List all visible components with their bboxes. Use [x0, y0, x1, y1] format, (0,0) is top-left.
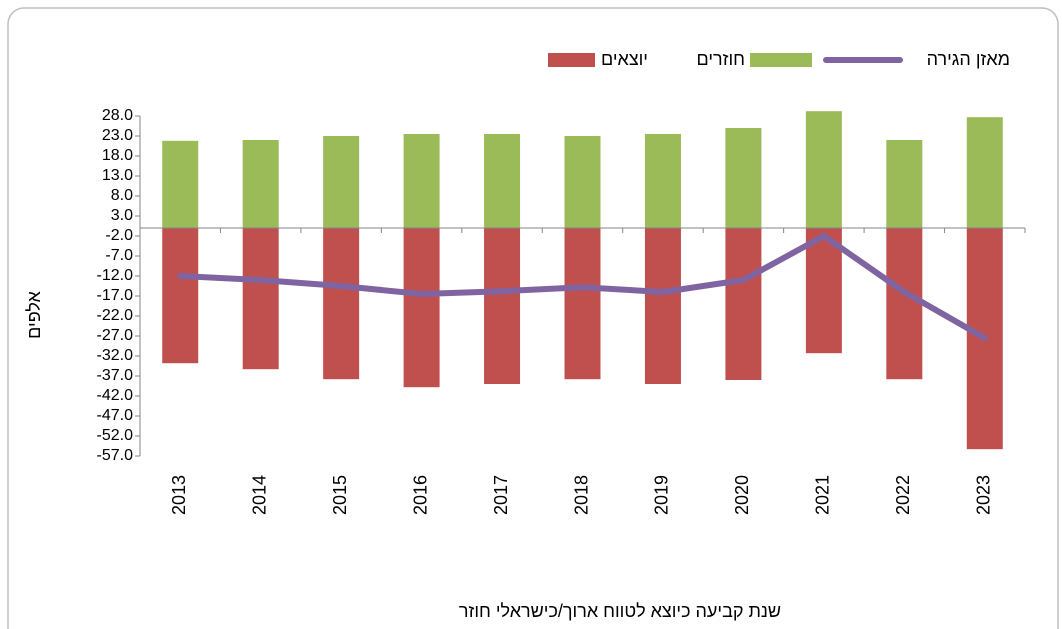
- y-tick-label: -52.0: [97, 427, 134, 444]
- bar: [484, 134, 521, 228]
- y-tick-label: -2.0: [105, 227, 133, 244]
- y-tick-label: -32.0: [97, 347, 134, 364]
- y-tick-label: 8.0: [111, 187, 133, 204]
- bar: [564, 136, 601, 228]
- bar: [644, 134, 681, 228]
- y-tick-label: -42.0: [97, 387, 134, 404]
- bar: [323, 136, 360, 228]
- bar: [644, 228, 681, 384]
- x-tick-label: 2014: [249, 475, 269, 515]
- x-tick-label: 2019: [652, 475, 672, 515]
- bar: [403, 134, 440, 228]
- x-tick-label: 2015: [330, 475, 350, 515]
- bar: [564, 228, 601, 380]
- bar: [242, 228, 279, 370]
- bar: [725, 228, 762, 380]
- bar: [403, 228, 440, 388]
- y-tick-label: -27.0: [97, 327, 134, 344]
- bar: [805, 111, 842, 228]
- y-tick-label: -37.0: [97, 367, 134, 384]
- y-tick-label: 3.0: [111, 207, 133, 224]
- bar: [805, 228, 842, 354]
- x-tick-label: 2023: [974, 475, 994, 515]
- legend-label: חוזרים: [697, 49, 745, 69]
- bar: [162, 140, 199, 228]
- x-tick-label: 2018: [571, 475, 591, 515]
- bar: [484, 228, 521, 384]
- bar: [162, 228, 199, 364]
- y-axis-title: אלפים: [24, 290, 44, 338]
- y-tick-label: -47.0: [97, 407, 134, 424]
- y-tick-label: 23.0: [102, 127, 133, 144]
- legend-label: מאזן הגירה: [927, 49, 1010, 69]
- y-tick-label: 18.0: [102, 147, 133, 164]
- y-tick-label: -57.0: [97, 447, 134, 464]
- x-tick-label: 2022: [893, 475, 913, 515]
- bar: [886, 228, 923, 380]
- y-tick-label: 13.0: [102, 167, 133, 184]
- x-tick-label: 2021: [813, 475, 833, 515]
- x-tick-label: 2016: [410, 475, 430, 515]
- legend-label: יוצאים: [601, 49, 648, 69]
- x-tick-label: 2017: [491, 475, 511, 515]
- line-series: [177, 233, 988, 341]
- bar: [323, 228, 360, 380]
- x-tick-label: 2020: [732, 475, 752, 515]
- bar: [886, 140, 923, 228]
- legend-swatch: [750, 53, 812, 67]
- bar: [242, 140, 279, 228]
- bar: [725, 128, 762, 228]
- y-tick-label: -17.0: [97, 287, 134, 304]
- y-tick-label: -22.0: [97, 307, 134, 324]
- legend-swatch: [548, 53, 595, 67]
- y-tick-label: 28.0: [102, 107, 133, 124]
- x-axis-title: שנת קביעה כיוצא לטווח ארוך/כישראלי חוזר: [459, 601, 781, 621]
- bar: [966, 117, 1003, 228]
- y-tick-label: -12.0: [97, 267, 134, 284]
- x-tick-label: 2013: [169, 475, 189, 515]
- y-tick-label: -7.0: [105, 247, 133, 264]
